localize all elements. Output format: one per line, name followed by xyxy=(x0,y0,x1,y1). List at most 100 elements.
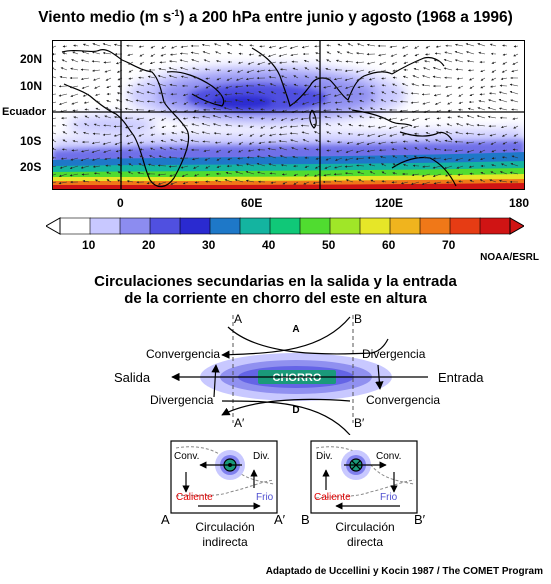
wind-vector xyxy=(192,157,200,161)
wind-vector xyxy=(443,157,453,161)
wind-vector xyxy=(128,156,134,159)
wind-vector xyxy=(280,117,288,121)
wind-vector xyxy=(182,117,189,120)
wind-vector xyxy=(381,77,387,80)
wind-vector xyxy=(410,92,420,95)
wind-vector xyxy=(513,125,519,129)
wind-vector xyxy=(336,115,343,119)
wind-vector xyxy=(92,165,101,168)
exit-arrow xyxy=(211,364,220,398)
wind-vector xyxy=(80,77,90,81)
wind-vector xyxy=(466,60,475,63)
wind-vector xyxy=(81,51,90,55)
label-a-top: A xyxy=(234,312,243,326)
wind-vector xyxy=(457,115,464,119)
wind-vector xyxy=(303,147,310,151)
wind-vector xyxy=(403,61,409,64)
wind-vector xyxy=(81,173,90,176)
wind-vector xyxy=(381,180,387,183)
wind-vector xyxy=(104,115,112,119)
wind-vector xyxy=(139,69,145,72)
wind-vector xyxy=(181,173,189,177)
wind-vector xyxy=(93,123,101,127)
wind-vector xyxy=(246,91,255,95)
wind-vector xyxy=(314,76,321,79)
wind-vector xyxy=(157,83,167,87)
wind-vector xyxy=(213,43,222,47)
wind-vector xyxy=(137,83,145,87)
panel-b-caption-line1: Circulación xyxy=(335,520,395,534)
panel-b-caption: Circulación directa xyxy=(322,520,408,550)
wind-vector xyxy=(469,93,475,97)
wind-vector xyxy=(348,123,354,127)
wind-vector xyxy=(511,69,519,73)
wind-vector xyxy=(102,133,112,136)
wind-vector xyxy=(423,67,431,71)
wind-vector xyxy=(432,157,442,160)
circulation-title: Circulaciones secundarias en la salida y… xyxy=(0,273,551,307)
wind-vector xyxy=(62,52,68,55)
wind-vector xyxy=(335,108,343,111)
wind-vector xyxy=(389,133,398,137)
lon-label-180: 180 xyxy=(509,196,530,210)
wind-vector xyxy=(150,133,156,136)
wind-vector xyxy=(278,133,288,136)
wind-vector xyxy=(487,115,497,119)
wind-vector xyxy=(150,45,156,49)
wind-vector xyxy=(105,107,112,111)
wind-vector xyxy=(246,99,255,103)
wind-vector xyxy=(268,45,277,49)
wind-vector xyxy=(322,101,332,105)
wind-vector xyxy=(238,133,244,137)
wind-vector xyxy=(72,140,79,143)
wind-vector xyxy=(146,100,156,103)
wind-vector xyxy=(245,163,255,167)
wind-vector xyxy=(487,106,497,111)
wind-vector xyxy=(391,148,398,151)
wind-vector xyxy=(513,53,519,57)
wind-vector xyxy=(223,100,233,103)
wind-vector xyxy=(455,43,464,47)
wind-vector xyxy=(215,85,222,89)
wind-vector xyxy=(225,123,233,127)
wind-vector xyxy=(235,107,244,111)
wind-vector xyxy=(292,67,299,71)
lat-label-20s: 20S xyxy=(20,160,42,174)
wind-vector xyxy=(337,123,343,127)
wind-vector xyxy=(171,131,178,135)
wind-vector xyxy=(390,99,398,103)
wind-vector xyxy=(170,139,178,143)
wind-vector xyxy=(289,125,299,128)
wind-vector xyxy=(61,59,68,63)
wind-vector xyxy=(368,77,376,81)
wind-vector xyxy=(380,155,387,159)
label-divergencia-left: Divergencia xyxy=(150,393,214,407)
wind-vector xyxy=(324,115,332,119)
wind-vector xyxy=(204,157,211,161)
wind-vector xyxy=(269,172,277,175)
wind-vector xyxy=(414,45,420,49)
wind-vector xyxy=(280,164,288,167)
wind-vector xyxy=(334,165,343,169)
wind-vector xyxy=(446,93,453,97)
wind-vector xyxy=(268,163,277,167)
wind-vector xyxy=(290,139,299,143)
wind-vector xyxy=(436,117,442,120)
wind-vector xyxy=(238,43,244,47)
wind-vector xyxy=(271,109,277,112)
wind-vector xyxy=(326,44,332,47)
wind-vector xyxy=(425,53,431,56)
wind-vector xyxy=(336,51,343,55)
wind-vector xyxy=(425,132,431,135)
wind-vector xyxy=(235,77,244,81)
wind-vector xyxy=(478,51,486,55)
wind-vector xyxy=(194,181,200,184)
wind-vector xyxy=(128,69,134,73)
wind-vector xyxy=(215,51,222,55)
wind-vector xyxy=(368,163,376,167)
panel-b-right-end: B′ xyxy=(414,512,426,527)
wind-vector xyxy=(326,59,332,63)
wind-vector xyxy=(303,93,310,96)
colorbar-tick-label: 40 xyxy=(262,238,276,252)
wind-vector xyxy=(256,69,266,73)
